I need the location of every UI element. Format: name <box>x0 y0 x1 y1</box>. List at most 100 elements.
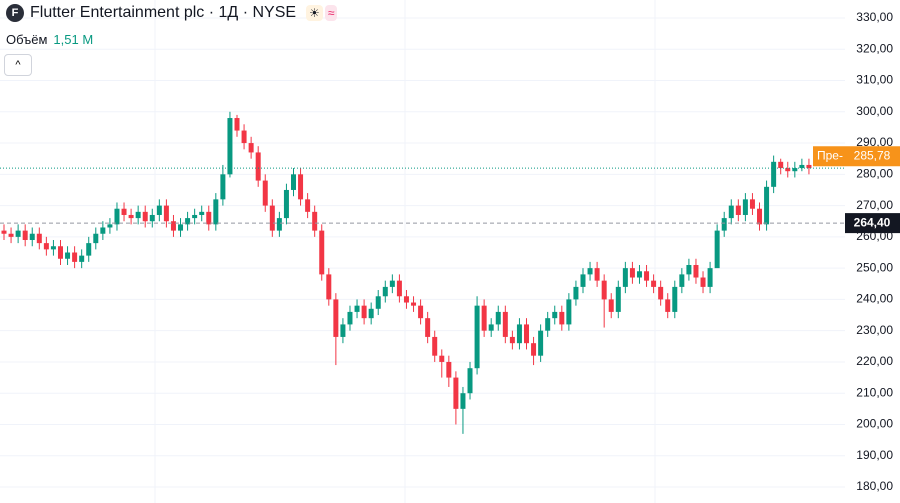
candle-body <box>771 161 777 187</box>
candle-body <box>644 271 650 281</box>
logo: F <box>6 4 24 22</box>
candle-body <box>114 208 120 225</box>
candle-body <box>509 336 515 344</box>
candle-body <box>488 324 494 331</box>
candle-body <box>481 305 487 331</box>
candle-body <box>185 218 191 225</box>
candle-body <box>679 274 685 287</box>
candle-body <box>347 311 353 325</box>
y-tick-label: 220,00 <box>856 354 893 368</box>
candle-body <box>65 252 71 259</box>
candle-body <box>700 277 706 287</box>
candle-body <box>785 168 791 172</box>
candle-body <box>269 205 275 231</box>
y-tick-label: 270,00 <box>856 198 893 212</box>
candle-body <box>559 311 565 325</box>
candle-body <box>418 305 424 319</box>
candle-body <box>636 271 642 278</box>
volume: Объём 1,51 M <box>6 32 93 47</box>
y-tick-label: 280,00 <box>856 166 893 180</box>
candle-body <box>707 268 713 287</box>
candle-body <box>792 168 798 172</box>
candle-body <box>298 174 304 200</box>
candle-body <box>425 318 431 337</box>
candle-body <box>57 246 63 259</box>
candle-body <box>735 205 741 215</box>
candle-body <box>255 152 261 181</box>
y-tick-label: 320,00 <box>856 41 893 55</box>
candle-body <box>545 318 551 331</box>
candle-body <box>1 230 7 234</box>
y-tick-label: 210,00 <box>856 385 893 399</box>
title: Flutter Entertainment plc · 1Д · NYSE <box>30 4 297 21</box>
candle-body <box>142 211 148 222</box>
candle-body <box>460 393 466 409</box>
candle-body <box>587 268 593 275</box>
candle-body <box>608 299 614 312</box>
wave-icon: ≈ <box>324 5 338 21</box>
candle-body <box>693 265 699 278</box>
candle-body <box>199 211 205 215</box>
candle-body <box>495 311 501 325</box>
candle-body <box>601 280 607 300</box>
y-tick-label: 200,00 <box>856 417 893 431</box>
candle-body <box>382 286 388 297</box>
candle-body <box>749 199 755 209</box>
candle-body <box>29 233 35 240</box>
collapse-button[interactable]: ^ <box>4 54 32 76</box>
candle-body <box>594 268 600 281</box>
candle-body <box>43 243 49 250</box>
candle-body <box>474 305 480 369</box>
candle-body <box>403 296 409 303</box>
candle-body <box>178 224 184 231</box>
candle-body <box>502 311 508 337</box>
candle-body <box>531 343 537 356</box>
y-tick-label: 240,00 <box>856 292 893 306</box>
y-tick-label: 180,00 <box>856 479 893 493</box>
candle-body <box>552 311 558 319</box>
weather-icon: ☀ <box>306 5 323 21</box>
candle-body <box>72 252 78 262</box>
candle-body <box>566 299 572 325</box>
candle-body <box>672 286 678 312</box>
candle-body <box>439 355 445 362</box>
candle-body <box>100 227 106 234</box>
candle-body <box>658 286 664 300</box>
candle-body <box>79 255 85 262</box>
candle-body <box>149 214 155 222</box>
y-tick-label: 330,00 <box>856 10 893 24</box>
candle-body <box>312 211 318 231</box>
premarket-tag: Пре- <box>817 148 843 162</box>
y-tick-label: 250,00 <box>856 260 893 274</box>
candle-body <box>368 308 374 319</box>
candle-body <box>36 233 42 244</box>
candle-body <box>283 189 289 219</box>
candle-body <box>764 186 770 225</box>
candle-body <box>128 214 134 219</box>
candle-body <box>305 199 311 212</box>
y-tick-label: 190,00 <box>856 448 893 462</box>
candle-body <box>799 164 805 169</box>
candle-body <box>538 330 544 356</box>
reference-label: 264,40 <box>854 215 891 229</box>
candle-body <box>156 205 162 215</box>
candle-body <box>290 174 296 190</box>
candle-body <box>213 199 219 225</box>
candle-body <box>615 286 621 312</box>
candle-body <box>50 246 56 250</box>
candle-body <box>135 211 141 219</box>
candle-body <box>516 324 522 344</box>
candle-body <box>234 118 240 131</box>
y-tick-label: 310,00 <box>856 73 893 87</box>
candle-body <box>86 243 92 256</box>
candle-body <box>686 265 692 275</box>
candle-body <box>651 280 657 287</box>
candle-body <box>778 161 784 169</box>
candle-body <box>192 214 198 219</box>
candle-body <box>411 302 417 306</box>
candle-body <box>8 233 14 237</box>
candle-body <box>227 118 233 175</box>
y-tick-label: 230,00 <box>856 323 893 337</box>
candle-body <box>93 233 99 244</box>
